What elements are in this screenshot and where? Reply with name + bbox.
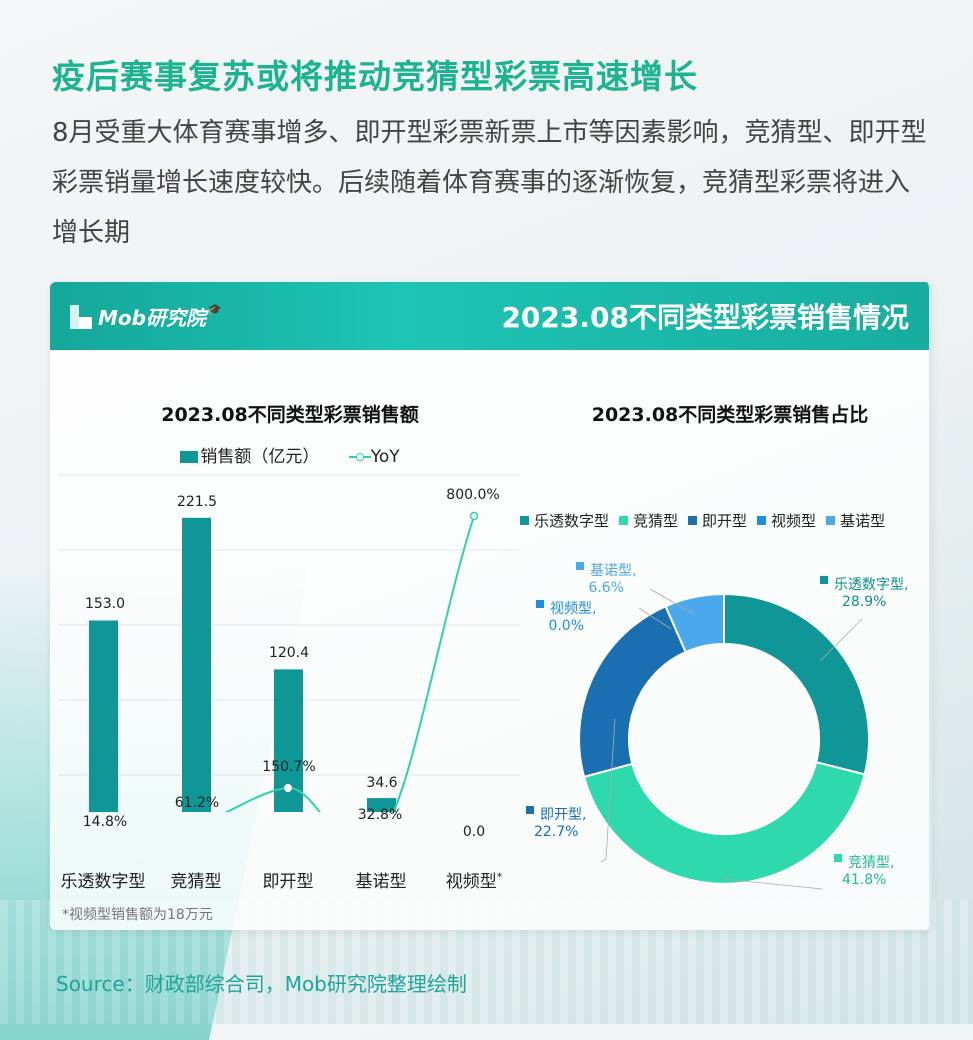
chart-card: Mob研究院 🎓 2023.08不同类型彩票销售情况 2023.08不同类型彩票… (50, 282, 932, 930)
legend-line-marker-icon (348, 451, 371, 463)
legend-item-letou: 乐透数字型 (520, 510, 609, 531)
legend-sales-label: 销售额（亿元） (200, 447, 320, 467)
source-note: Source：财政部综合司，Mob研究院整理绘制 (56, 972, 467, 996)
bar-label-jinuo: 34.6 (366, 775, 398, 791)
pie-label-jinuo: 基诺型, 6.6% (576, 560, 636, 596)
footnote: *视频型销售额为18万元 (62, 907, 213, 923)
pie-label-letou: 乐透数字型, 28.9% (820, 574, 908, 610)
bar-label-jingcai: 221.5 (176, 494, 218, 510)
building-logo-icon (70, 304, 94, 329)
legend-item-jikai: 即开型 (688, 510, 747, 531)
yoy-point-video (469, 511, 479, 521)
bar-letou (89, 620, 118, 812)
page-headline: 疫后赛事复苏或将推动竞猜型彩票高速增长 (52, 57, 698, 96)
yoy-label-jikai: 150.7% (262, 759, 316, 775)
logo-text: Mob研究院 (98, 306, 206, 330)
yoy-line (224, 515, 475, 812)
bar-chart-title: 2023.08不同类型彩票销售额 (161, 404, 419, 426)
pie-label-shipin: 视频型, 0.0% (536, 598, 596, 634)
slice-jingcai (582, 760, 866, 885)
mob-logo: Mob研究院 🎓 (70, 302, 222, 331)
legend-yoy-label: YoY (370, 447, 400, 467)
pie-chart-legend: 乐透数字型 竞猜型 即开型 视频型 基诺型 (520, 510, 929, 531)
legend-item-jingcai: 竞猜型 (619, 510, 678, 531)
donut-chart (578, 588, 870, 890)
bar-label-letou: 153.0 (84, 596, 126, 612)
x-label-video-text: 视频型 (445, 872, 497, 892)
card-header: Mob研究院 🎓 2023.08不同类型彩票销售情况 (50, 282, 929, 350)
bar-label-video: 0.0 (462, 824, 486, 840)
yoy-label-jingcai: 61.2% (174, 795, 220, 811)
pie-chart-title: 2023.08不同类型彩票销售占比 (591, 404, 869, 426)
legend-item-shipin: 视频型 (757, 510, 816, 531)
pie-label-jikai: 即开型, 22.7% (526, 804, 586, 840)
yoy-label-video: 800.0% (446, 487, 500, 503)
slice-letou (723, 592, 870, 776)
slice-jinuo (664, 592, 725, 654)
bar-jingcai (182, 517, 211, 812)
x-label-video: 视频型* (434, 867, 514, 892)
bar-label-jikai: 120.4 (268, 645, 310, 661)
bar-chart-legend: 销售额（亿元） YoY (50, 442, 530, 467)
card-title: 2023.08不同类型彩票销售情况 (501, 301, 909, 334)
bar-chart-plot (58, 474, 520, 812)
bar-jinuo (367, 798, 396, 812)
pie-label-jingcai: 竞猜型, 41.8% (834, 852, 894, 888)
legend-item-jinuo: 基诺型 (826, 510, 885, 531)
x-label-jingcai: 竞猜型 (170, 872, 222, 892)
x-label-letou: 乐透数字型 (60, 872, 146, 892)
graduation-cap-icon: 🎓 (207, 303, 222, 316)
x-label-jinuo: 基诺型 (355, 872, 407, 892)
legend-bar-swatch (180, 451, 199, 463)
asterisk: * (496, 870, 503, 884)
x-label-jikai: 即开型 (262, 872, 314, 892)
page-summary: 8月受重大体育赛事增多、即开型彩票新票上市等因素影响，竞猜型、即开型彩票销量增长… (52, 118, 927, 248)
yoy-label-letou: 14.8% (82, 814, 128, 830)
yoy-label-jinuo: 32.8% (357, 807, 403, 823)
